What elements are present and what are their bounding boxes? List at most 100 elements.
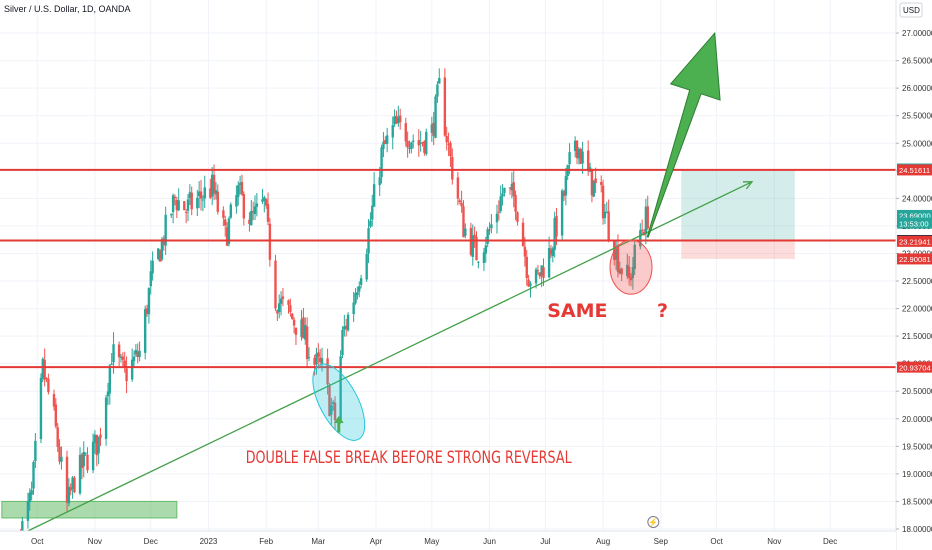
candle [307, 347, 311, 362]
candle [620, 267, 623, 281]
candle [333, 396, 337, 430]
price-tick-label: 19.00000 [902, 470, 932, 479]
candle [138, 341, 141, 362]
candle [117, 341, 121, 367]
svg-text:22.90081: 22.90081 [899, 255, 931, 264]
candle [45, 377, 48, 383]
candle [382, 132, 385, 158]
candle [136, 343, 139, 364]
candle [471, 224, 474, 266]
price-tick-label: 22.50000 [902, 277, 932, 286]
candle [54, 398, 58, 429]
candle [60, 446, 63, 470]
candle [304, 317, 307, 345]
time-tick-label: Apr [370, 537, 383, 546]
candle [412, 134, 415, 149]
candle [618, 261, 622, 275]
candle [419, 130, 422, 152]
time-tick-label: Oct [710, 537, 723, 546]
candle [410, 141, 413, 154]
candle [436, 81, 439, 103]
false-break-arrow[interactable] [333, 416, 344, 433]
candle [590, 168, 594, 203]
time-tick-label: Mar [311, 537, 325, 546]
candle [359, 274, 363, 289]
price-tick-label: 25.50000 [902, 112, 932, 121]
candle [201, 195, 205, 212]
candle [132, 350, 136, 369]
candle [573, 136, 577, 158]
time-tick-label: Feb [259, 537, 273, 546]
currency-button[interactable]: USD [899, 2, 923, 18]
candle [151, 251, 154, 281]
candle [354, 288, 357, 305]
candle [237, 181, 240, 206]
candle [447, 132, 450, 156]
candle [108, 363, 112, 405]
candle [32, 460, 35, 495]
candle [52, 389, 56, 411]
candle [125, 356, 128, 394]
question-annotation[interactable]: ? [657, 300, 668, 322]
double-false-break-annotation[interactable]: DOUBLE FALSE BREAK BEFORE STRONG REVERSA… [246, 447, 572, 467]
candle [490, 214, 493, 234]
candle [214, 181, 218, 200]
candle [30, 481, 33, 501]
price-axis[interactable]: 18.00000 18.50000 19.00000 19.50000 20.00000… [895, 0, 932, 550]
candle [581, 141, 584, 174]
same-annotation[interactable]: SAME [547, 300, 607, 322]
lightning-icon[interactable]: ⚡ [647, 516, 660, 528]
position-stop-zone[interactable] [681, 240, 795, 259]
candle [626, 253, 629, 280]
candle [253, 195, 257, 221]
candle [175, 196, 179, 219]
candle [603, 203, 607, 225]
candle [378, 166, 381, 196]
candle [119, 353, 123, 363]
candle [292, 317, 296, 334]
candle [547, 236, 551, 279]
time-tick-label: Nov [88, 537, 102, 546]
candle [78, 447, 82, 496]
candle [157, 248, 160, 261]
candle [86, 447, 89, 473]
candle [242, 191, 246, 226]
candle [313, 354, 316, 376]
candle [190, 186, 193, 216]
price-label: 23.21941 [897, 235, 932, 247]
candle [248, 212, 251, 232]
candle [592, 180, 595, 198]
candle [393, 109, 396, 128]
candle [404, 117, 407, 147]
price-tick-label: 20.50000 [902, 387, 932, 396]
false-break-ellipse[interactable] [302, 356, 375, 448]
candle [521, 217, 525, 247]
position-target-zone[interactable] [681, 169, 795, 241]
candle [646, 195, 649, 231]
candle [158, 249, 162, 262]
candle [477, 261, 480, 269]
time-axis[interactable]: Oct Nov Dec 2023 Feb Mar Apr May Jun Jul Aug Sep Oct… [0, 530, 896, 550]
bullish-arrow[interactable] [646, 31, 721, 238]
candle [227, 216, 231, 247]
candle [28, 488, 31, 511]
candle [203, 175, 206, 209]
candle [263, 195, 266, 213]
candle [365, 248, 368, 282]
candle [345, 318, 348, 337]
candle [171, 193, 175, 224]
trendline-arrowhead [742, 181, 754, 190]
candle [134, 344, 138, 357]
svg-text:⚡: ⚡ [648, 517, 658, 527]
svg-text:23.21941: 23.21941 [899, 238, 931, 247]
candle [291, 312, 294, 320]
candle [369, 212, 372, 228]
candle [538, 272, 541, 280]
candle [196, 189, 199, 216]
time-tick-label: 2023 [200, 537, 218, 546]
candle [488, 222, 491, 235]
retest-circle[interactable] [609, 239, 653, 295]
candle [406, 131, 409, 158]
